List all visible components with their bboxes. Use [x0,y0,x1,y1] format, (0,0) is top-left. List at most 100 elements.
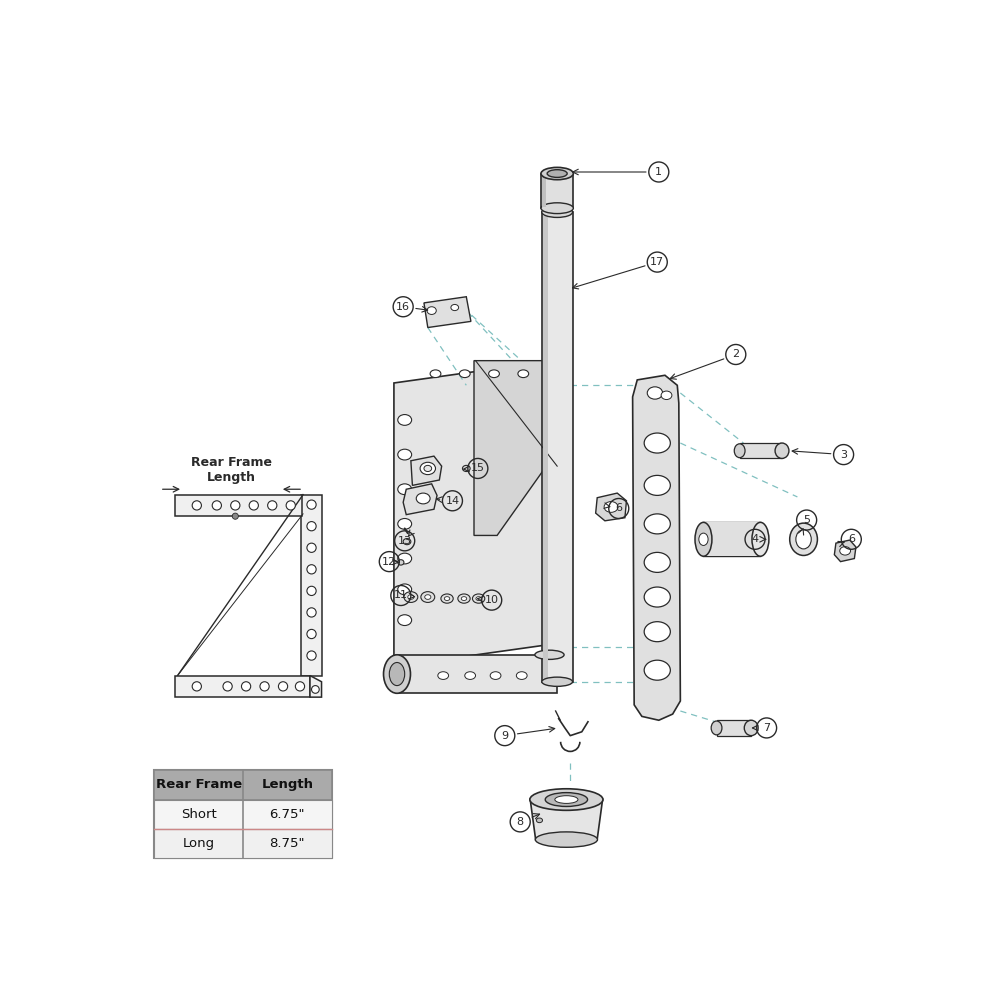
Ellipse shape [536,818,543,823]
Polygon shape [834,540,856,561]
Ellipse shape [542,206,573,217]
Ellipse shape [744,720,758,736]
Ellipse shape [389,662,405,686]
Ellipse shape [604,501,618,512]
Bar [301,495,322,676]
Bar [154,800,332,829]
Circle shape [278,682,288,691]
Ellipse shape [398,584,412,595]
Polygon shape [403,484,437,514]
Polygon shape [397,655,557,693]
Text: 16: 16 [396,302,410,312]
Polygon shape [411,457,442,486]
Ellipse shape [516,672,527,679]
Circle shape [307,608,316,617]
Bar [154,771,332,858]
Text: 1: 1 [655,167,662,177]
Ellipse shape [398,450,412,460]
Polygon shape [542,175,546,206]
Text: 8.75": 8.75" [270,836,305,849]
Ellipse shape [752,522,769,556]
Polygon shape [633,375,680,720]
Ellipse shape [644,660,670,680]
Text: 17: 17 [650,257,664,267]
Ellipse shape [425,595,431,599]
Ellipse shape [695,522,712,556]
Ellipse shape [644,513,670,534]
Ellipse shape [421,591,435,602]
Ellipse shape [398,615,412,625]
Circle shape [295,682,305,691]
Ellipse shape [644,433,670,453]
Circle shape [307,629,316,639]
Text: 6: 6 [848,534,855,544]
Polygon shape [543,216,548,678]
Text: Length: Length [261,779,313,792]
Circle shape [223,682,232,691]
Ellipse shape [472,594,485,603]
Ellipse shape [398,553,412,564]
Text: 12: 12 [382,556,396,566]
Ellipse shape [518,370,529,378]
Circle shape [307,586,316,595]
Ellipse shape [547,169,567,177]
Text: 8: 8 [517,817,524,827]
Ellipse shape [647,387,663,399]
Polygon shape [474,361,557,535]
Bar [175,495,302,516]
Circle shape [307,500,316,509]
Ellipse shape [661,391,672,400]
Ellipse shape [424,466,432,472]
Ellipse shape [489,370,499,378]
Ellipse shape [398,518,412,529]
Ellipse shape [541,202,573,213]
Text: 7: 7 [763,723,770,733]
Circle shape [192,500,201,510]
Ellipse shape [430,370,441,378]
Ellipse shape [775,443,789,459]
Text: 6.75": 6.75" [270,808,305,821]
Ellipse shape [461,596,467,600]
Text: 4: 4 [751,534,759,544]
Bar [154,771,332,800]
Circle shape [232,513,238,519]
Ellipse shape [465,672,476,679]
Text: Long: Long [183,836,215,849]
Polygon shape [424,297,471,328]
Ellipse shape [451,304,459,311]
Ellipse shape [398,484,412,495]
Ellipse shape [840,546,851,555]
Ellipse shape [459,370,470,378]
Text: Rear Frame: Rear Frame [156,779,242,792]
Bar [154,829,332,858]
Text: 3: 3 [840,450,847,460]
Circle shape [268,500,277,510]
Circle shape [307,543,316,552]
Text: 5: 5 [803,515,810,525]
Circle shape [307,521,316,530]
Text: 14: 14 [445,496,460,505]
Ellipse shape [490,672,501,679]
Polygon shape [310,676,322,697]
Ellipse shape [796,529,811,549]
Ellipse shape [545,793,588,807]
Ellipse shape [644,552,670,572]
Ellipse shape [384,655,410,693]
Circle shape [231,500,240,510]
Ellipse shape [438,672,449,679]
Bar [175,676,310,697]
Polygon shape [717,720,751,736]
Text: 11: 11 [394,590,408,600]
Circle shape [241,682,251,691]
Ellipse shape [458,594,470,603]
Circle shape [260,682,269,691]
Ellipse shape [530,789,603,811]
Polygon shape [542,212,573,682]
Ellipse shape [420,463,436,475]
Circle shape [192,682,201,691]
Ellipse shape [644,587,670,607]
Text: 10: 10 [485,595,499,605]
Ellipse shape [476,596,481,600]
Polygon shape [541,173,573,208]
Polygon shape [703,522,760,556]
